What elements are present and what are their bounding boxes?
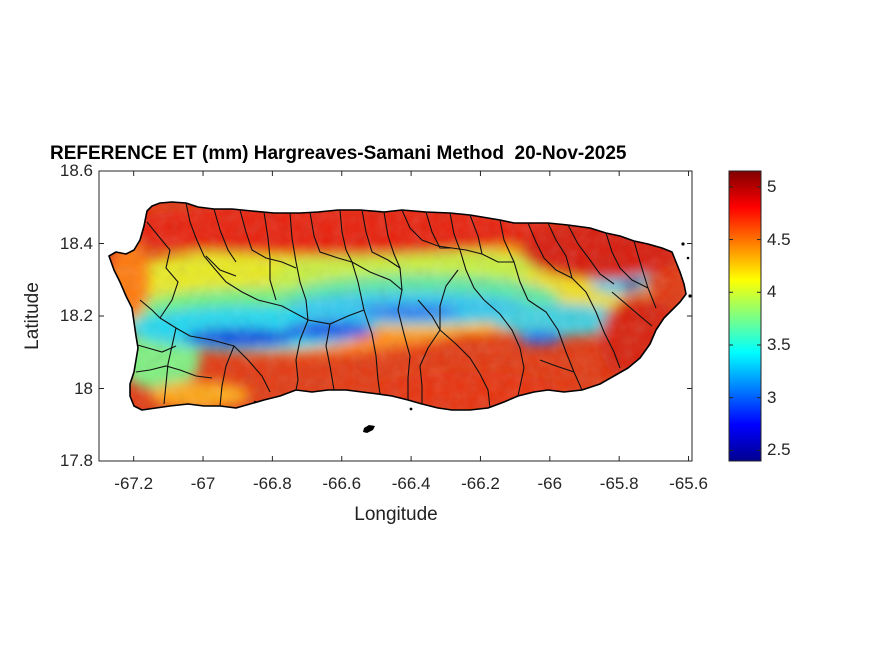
municipal-boundary (527, 222, 573, 279)
x-tick-label: -67.2 (114, 474, 154, 493)
municipal-boundary (539, 359, 575, 373)
colorbar (728, 170, 762, 462)
y-tick-marks (99, 170, 692, 462)
municipal-boundary (567, 224, 615, 285)
y-tick-label: 18.4 (59, 233, 93, 253)
y-tick-label: 18.6 (59, 161, 93, 180)
municipal-boundary (439, 269, 459, 330)
municipal-boundary (469, 214, 514, 263)
municipal-boundary (159, 317, 271, 393)
colorbar-tick-label: 3.5 (767, 335, 791, 354)
municipal-boundary (219, 345, 235, 407)
municipal-boundary (397, 309, 411, 400)
municipal-boundary (205, 255, 237, 277)
island-coastline (108, 201, 687, 411)
municipal-boundary (295, 319, 309, 391)
municipal-boundary (133, 343, 177, 353)
municipal-boundary (213, 208, 237, 263)
x-tick-label: -66 (537, 474, 563, 493)
municipal-boundary (401, 209, 453, 249)
colorbar-tick-label: 3 (767, 387, 777, 407)
y-tick-label: 17.8 (59, 451, 93, 470)
x-tick-label: -66.8 (253, 474, 292, 493)
municipal-boundary (339, 209, 365, 311)
municipal-boundary (351, 261, 403, 291)
chart-title: REFERENCE ET (mm) Hargreaves-Samani Meth… (50, 143, 627, 164)
municipal-boundary (269, 258, 277, 301)
municipal-boundary (633, 240, 657, 309)
municipal-boundary (547, 222, 587, 293)
colorbar-tick-label: 4.5 (767, 229, 791, 249)
municipal-boundary (146, 221, 179, 319)
x-tick-label: -65.6 (669, 474, 708, 493)
municipal-boundary (439, 329, 491, 409)
municipal-boundary (483, 299, 525, 397)
municipal-boundary (139, 299, 161, 319)
colorbar-tick-label: 4 (767, 282, 777, 302)
municipal-boundary (363, 309, 381, 395)
municipal-boundary (499, 219, 529, 301)
municipal-boundary (263, 211, 271, 259)
small-islands (253, 242, 692, 433)
x-tick-marks (133, 171, 690, 461)
x-tick-label: -66.6 (322, 474, 362, 493)
municipal-boundary (425, 211, 483, 255)
municipal-boundary (449, 212, 485, 301)
municipal-boundary (163, 327, 177, 405)
municipal-boundary (309, 211, 353, 263)
municipal-boundary (527, 299, 583, 391)
municipal-boundary (289, 212, 309, 321)
municipal-boundary (383, 211, 403, 311)
x-tick-label: -67 (190, 474, 216, 493)
municipal-boundaries (133, 202, 657, 409)
x-tick-label: -65.8 (599, 474, 639, 493)
municipal-boundary (611, 291, 653, 327)
municipal-boundary (185, 202, 259, 301)
y-tick-label: 18.2 (59, 306, 93, 325)
y-axis-label: Latitude (22, 282, 43, 350)
municipal-boundary (257, 299, 365, 325)
y-tick-label: 18 (74, 378, 93, 398)
x-tick-label: -66.2 (461, 474, 500, 493)
municipal-boundary (585, 291, 621, 369)
colorbar-tick-label: 5 (767, 176, 777, 196)
x-tick-label: -66.4 (391, 474, 431, 493)
colorbar-tick-label: 2.5 (767, 440, 791, 460)
municipal-boundary (605, 232, 649, 289)
colorbar-tick-marks (729, 186, 761, 451)
municipal-boundary (135, 365, 213, 379)
municipal-boundary (239, 209, 297, 269)
municipal-boundary (417, 299, 441, 404)
municipal-boundary (325, 323, 335, 391)
municipal-boundary (361, 209, 401, 269)
x-axis-label: Longitude (354, 504, 438, 525)
